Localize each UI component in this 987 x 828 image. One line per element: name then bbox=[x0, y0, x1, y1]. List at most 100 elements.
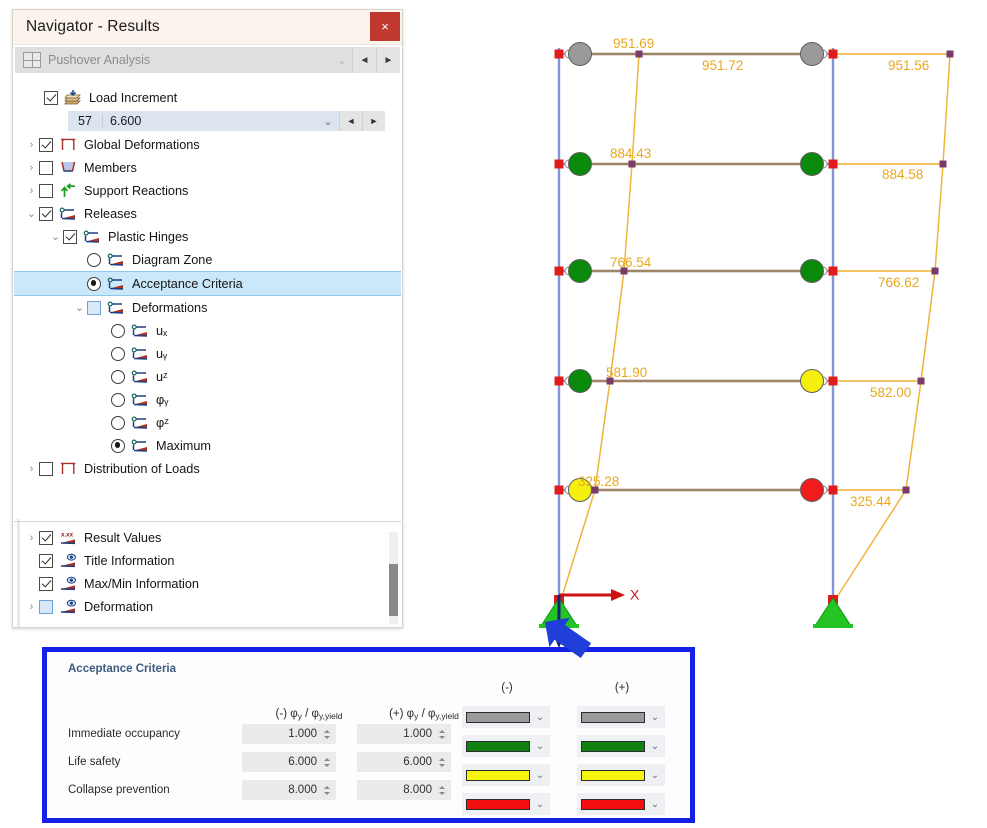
neg-red-swatch bbox=[466, 798, 530, 810]
chevron-down-icon[interactable]: ⌄ bbox=[337, 54, 347, 67]
expander-result-values-icon[interactable]: › bbox=[29, 531, 34, 544]
deformation-checkbox[interactable] bbox=[39, 599, 53, 614]
pos-collapse-prevention-stepper[interactable] bbox=[436, 781, 448, 799]
pos-immediate-occupancy-input[interactable]: 1.000 bbox=[357, 724, 451, 744]
neg-gray-swatch-dropdown[interactable]: ⌄ bbox=[462, 706, 550, 728]
tree-body: › Global Deformations › Members › Support Rea… bbox=[14, 133, 401, 480]
expander-deformation-icon[interactable]: › bbox=[29, 600, 34, 613]
tree-item-item[interactable]: φᶻ bbox=[14, 411, 401, 434]
maximum-radio[interactable] bbox=[111, 438, 125, 453]
members-checkbox[interactable] bbox=[39, 160, 53, 175]
chevron-down-icon[interactable]: ⌄ bbox=[535, 769, 545, 781]
chevron-down-icon[interactable]: ⌄ bbox=[650, 798, 660, 810]
tree-item-max-min-information[interactable]: Max/Min Information bbox=[14, 572, 401, 595]
pos-life-safety-input[interactable]: 6.000 bbox=[357, 752, 451, 772]
tree-item-result-values[interactable]: › x.xx Result Values bbox=[14, 526, 401, 549]
close-icon[interactable]: × bbox=[370, 12, 400, 41]
pos-value-header: (+) φy / φy,yield bbox=[354, 708, 494, 721]
tree-item-maximum[interactable]: Maximum bbox=[14, 434, 401, 457]
tree-item-plastic-hinges-label: Plastic Hinges bbox=[108, 229, 189, 244]
chevron-down-icon[interactable]: ⌄ bbox=[535, 740, 545, 752]
results-tree: Load Increment 57 6.600 ⌄ ◄ ► › Global De… bbox=[14, 86, 401, 519]
tree-item-members-label: Members bbox=[84, 160, 137, 175]
tree-item-distribution-of-loads[interactable]: › Distribution of Loads bbox=[14, 457, 401, 480]
scrollbar-thumb[interactable] bbox=[389, 564, 398, 616]
deformations-checkbox[interactable] bbox=[87, 300, 101, 315]
tree-scrollbar[interactable] bbox=[389, 532, 398, 624]
tree-item-global-deformations[interactable]: › Global Deformations bbox=[14, 133, 401, 156]
pos-gray-swatch-dropdown[interactable]: ⌄ bbox=[577, 706, 665, 728]
tree-item-maximum-label: Maximum bbox=[156, 438, 211, 453]
u-radio[interactable] bbox=[111, 323, 125, 338]
max-min-information-checkbox[interactable] bbox=[39, 576, 53, 591]
diagram-zone-radio[interactable] bbox=[87, 252, 101, 267]
expander-global-deformations-icon[interactable]: › bbox=[29, 138, 34, 151]
tree-item-u[interactable]: uₓ bbox=[14, 319, 401, 342]
tree-item-plastic-hinges[interactable]: ⌄ Plastic Hinges bbox=[14, 225, 401, 248]
neg-yellow-swatch-dropdown[interactable]: ⌄ bbox=[462, 764, 550, 786]
expander-deformations-icon[interactable]: ⌄ bbox=[74, 302, 85, 314]
neg-collapse-prevention-input[interactable]: 8.000 bbox=[242, 780, 336, 800]
releases-checkbox[interactable] bbox=[39, 206, 53, 221]
support-reactions-checkbox[interactable] bbox=[39, 183, 53, 198]
tree-item-diagram-zone[interactable]: Diagram Zone bbox=[14, 248, 401, 271]
neg-life-safety-stepper[interactable] bbox=[321, 753, 333, 771]
load-increment-checkbox[interactable] bbox=[44, 90, 58, 105]
load-increment-valuebox[interactable]: 57 6.600 ⌄ bbox=[68, 111, 339, 131]
next-analysis-button[interactable]: ► bbox=[376, 47, 400, 73]
chevron-down-icon[interactable]: ⌄ bbox=[650, 740, 660, 752]
expander-releases-icon[interactable]: ⌄ bbox=[26, 208, 37, 220]
tree-item-deformations[interactable]: ⌄ Deformations bbox=[14, 296, 401, 319]
u-radio[interactable] bbox=[111, 369, 125, 384]
item-radio[interactable] bbox=[111, 392, 125, 407]
pos-collapse-prevention-input[interactable]: 8.000 bbox=[357, 780, 451, 800]
chevron-down-icon[interactable]: ⌄ bbox=[650, 711, 660, 723]
item-radio[interactable] bbox=[111, 415, 125, 430]
neg-immediate-occupancy-input[interactable]: 1.000 bbox=[242, 724, 336, 744]
expander-members-icon[interactable]: › bbox=[29, 161, 34, 174]
load-increment-selector[interactable]: 57 6.600 ⌄ ◄ ► bbox=[14, 109, 401, 133]
tree-item-deformation[interactable]: › Deformation bbox=[14, 595, 401, 618]
neg-immediate-occupancy-stepper[interactable] bbox=[321, 725, 333, 743]
expander-distribution-of-loads-icon[interactable]: › bbox=[29, 462, 34, 475]
acceptance-criteria-radio[interactable] bbox=[87, 276, 101, 291]
tree-item-members[interactable]: › Members bbox=[14, 156, 401, 179]
neg-red-swatch-dropdown[interactable]: ⌄ bbox=[462, 793, 550, 815]
neg-collapse-prevention-stepper[interactable] bbox=[321, 781, 333, 799]
members-icon bbox=[59, 160, 78, 176]
chevron-down-icon[interactable]: ⌄ bbox=[650, 769, 660, 781]
tree-item-u[interactable]: uᵧ bbox=[14, 342, 401, 365]
pos-yellow-swatch-dropdown[interactable]: ⌄ bbox=[577, 764, 665, 786]
distribution-of-loads-checkbox[interactable] bbox=[39, 461, 53, 476]
u-radio[interactable] bbox=[111, 346, 125, 361]
neg-value-header: (-) φy / φy,yield bbox=[239, 708, 379, 721]
previous-increment-button[interactable]: ◄ bbox=[339, 111, 362, 131]
chevron-down-icon[interactable]: ⌄ bbox=[535, 798, 545, 810]
structure-viewport[interactable]: XZ 951.69 951.72 951.56 884.43 884.58 766.54 7… bbox=[410, 0, 987, 661]
pos-life-safety-stepper[interactable] bbox=[436, 753, 448, 771]
plastic-hinge-marker bbox=[800, 369, 824, 393]
expander-support-reactions-icon[interactable]: › bbox=[29, 184, 34, 197]
title-information-checkbox[interactable] bbox=[39, 553, 53, 568]
neg-life-safety-input[interactable]: 6.000 bbox=[242, 752, 336, 772]
tree-item-u[interactable]: uᶻ bbox=[14, 365, 401, 388]
expander-plastic-hinges-icon[interactable]: ⌄ bbox=[50, 231, 61, 243]
plastic-hinges-checkbox[interactable] bbox=[63, 229, 77, 244]
pos-red-swatch-dropdown[interactable]: ⌄ bbox=[577, 793, 665, 815]
pos-green-swatch-dropdown[interactable]: ⌄ bbox=[577, 735, 665, 757]
chevron-down-icon[interactable]: ⌄ bbox=[323, 115, 333, 128]
next-increment-button[interactable]: ► bbox=[362, 111, 385, 131]
chevron-down-icon[interactable]: ⌄ bbox=[535, 711, 545, 723]
pos-immediate-occupancy-stepper[interactable] bbox=[436, 725, 448, 743]
neg-green-swatch-dropdown[interactable]: ⌄ bbox=[462, 735, 550, 757]
tree-item-load-increment[interactable]: Load Increment bbox=[14, 86, 401, 109]
result-values-checkbox[interactable] bbox=[39, 530, 53, 545]
tree-item-title-information[interactable]: Title Information bbox=[14, 549, 401, 572]
tree-item-acceptance-criteria[interactable]: Acceptance Criteria bbox=[14, 271, 401, 296]
global-deformations-checkbox[interactable] bbox=[39, 137, 53, 152]
previous-analysis-button[interactable]: ◄ bbox=[352, 47, 376, 73]
tree-item-support-reactions[interactable]: › Support Reactions bbox=[14, 179, 401, 202]
tree-item-item[interactable]: φᵧ bbox=[14, 388, 401, 411]
analysis-type-combobox[interactable]: Pushover Analysis ⌄ ◄ ► bbox=[15, 47, 400, 73]
tree-item-releases[interactable]: ⌄ Releases bbox=[14, 202, 401, 225]
